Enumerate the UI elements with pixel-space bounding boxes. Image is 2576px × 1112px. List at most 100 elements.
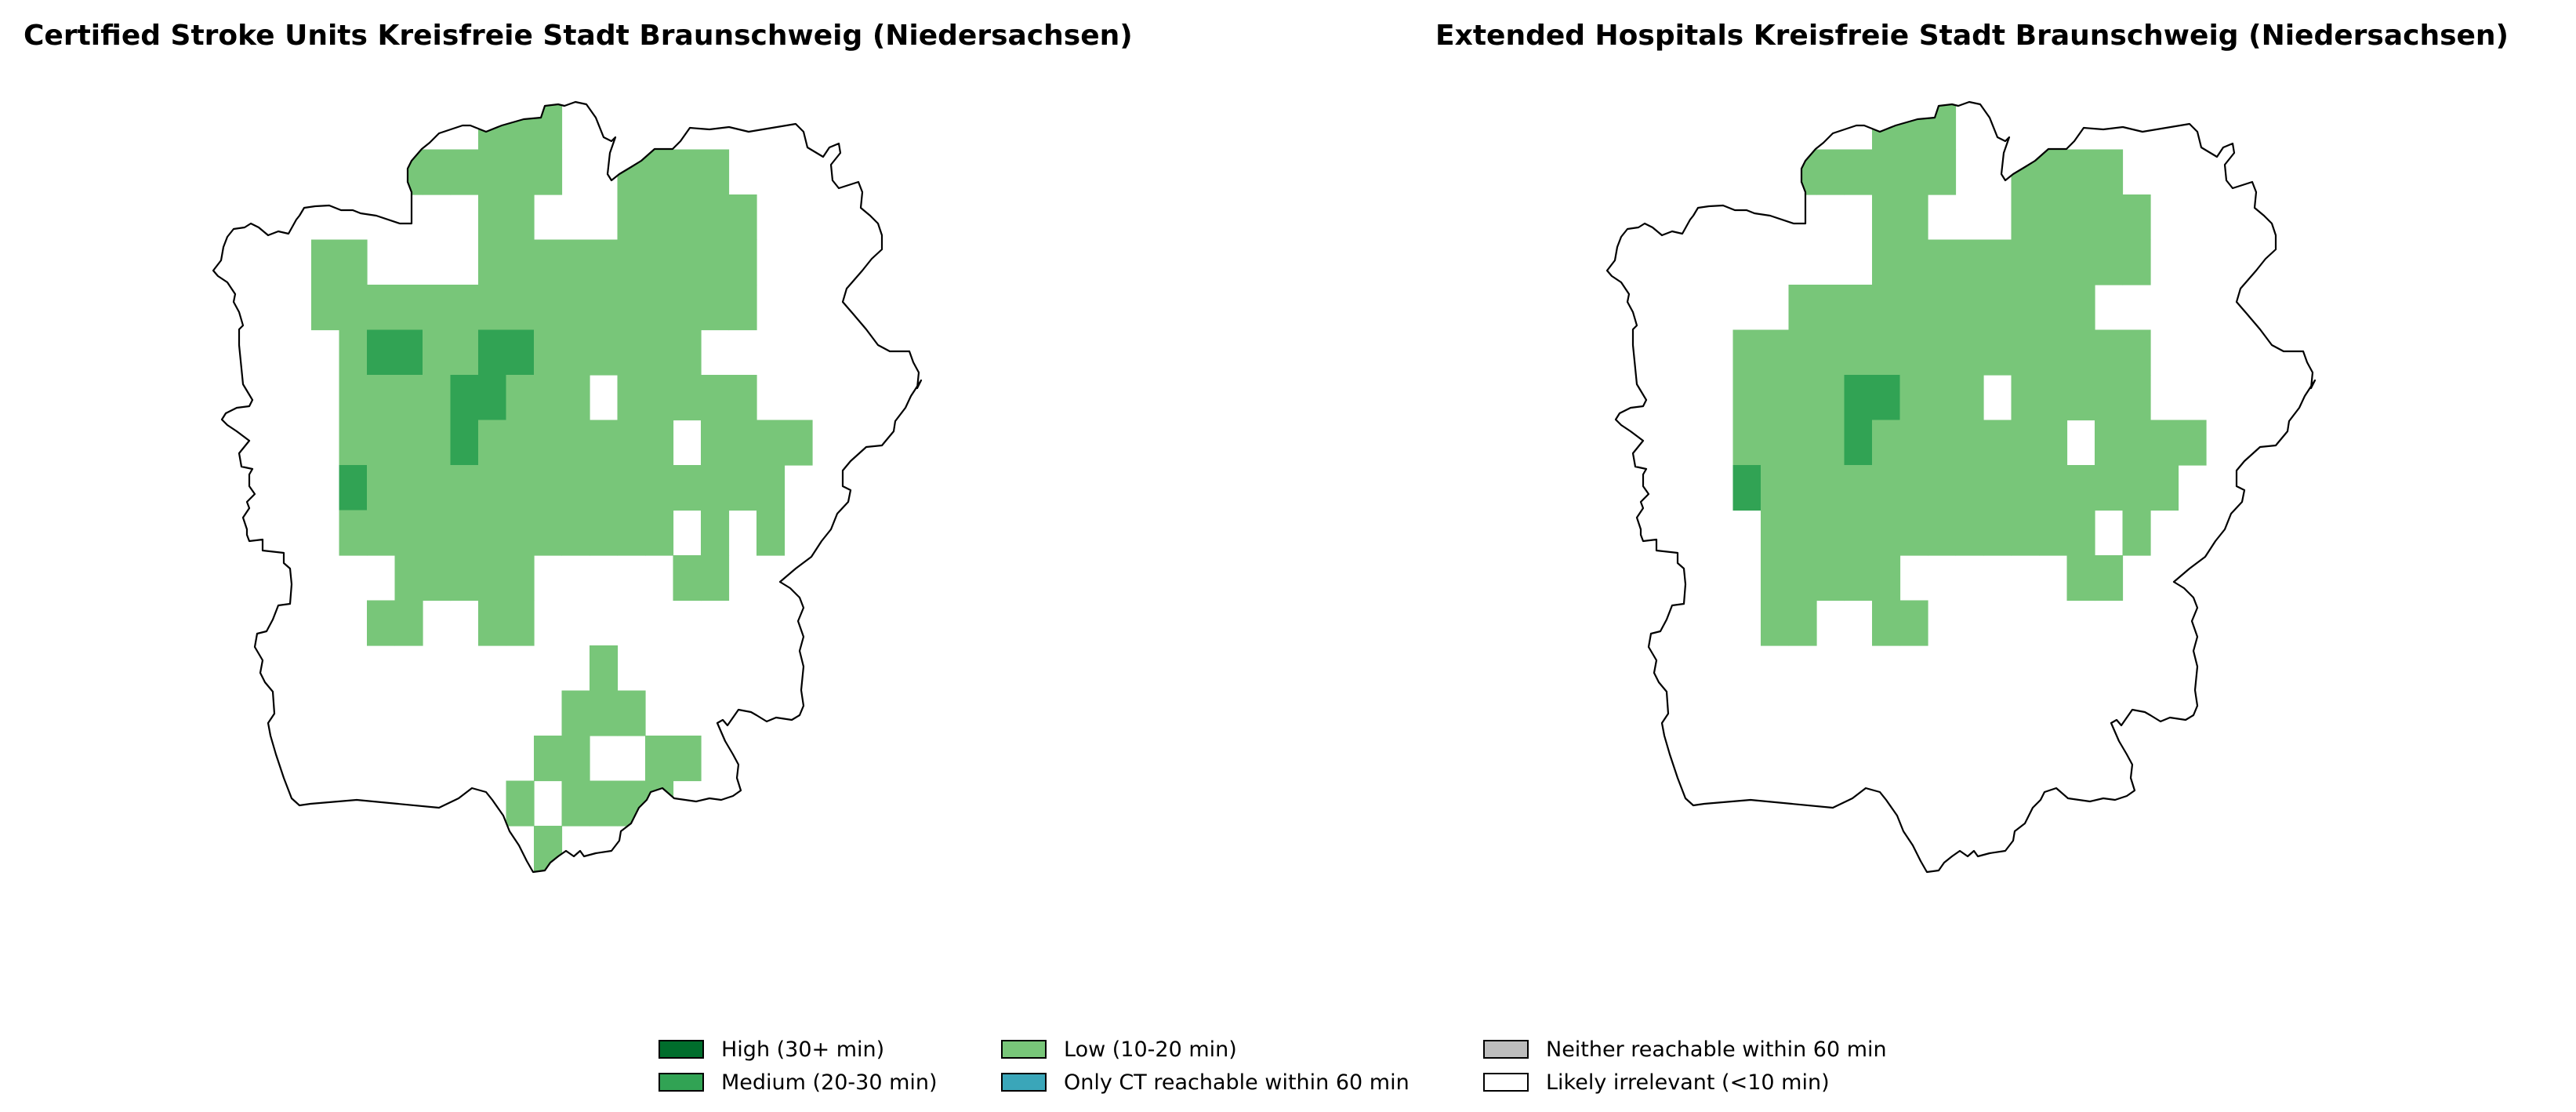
map-cell <box>590 465 619 511</box>
map-cell <box>617 194 646 241</box>
map-cell <box>1788 420 1817 466</box>
map-cell <box>673 194 702 241</box>
map-cell <box>1899 420 1928 466</box>
map-cell <box>2066 149 2095 195</box>
map-cell <box>534 510 563 556</box>
map-cell <box>701 149 730 195</box>
map-cell <box>1816 555 1845 601</box>
map-cell <box>728 375 757 421</box>
map-cell <box>645 510 674 556</box>
map-cell <box>534 104 563 151</box>
map-cell <box>394 420 423 466</box>
map-cell <box>1732 329 1761 376</box>
map-cell <box>701 375 730 421</box>
map-cell <box>673 375 702 421</box>
map-cell <box>2122 465 2151 511</box>
map-cell <box>506 329 535 376</box>
map-cell <box>2178 420 2207 466</box>
map-cell <box>1928 149 1957 195</box>
map-cell <box>561 510 590 556</box>
map-cell <box>1983 420 2012 466</box>
map-cell <box>2039 329 2068 376</box>
map-cell <box>673 465 702 511</box>
map-cell <box>394 465 423 511</box>
map-cell <box>701 510 730 556</box>
map-cell <box>478 104 507 151</box>
map-cell <box>1872 375 1901 421</box>
map-cell <box>423 149 452 195</box>
map-cell <box>1816 149 1845 195</box>
map-cell <box>2122 194 2151 241</box>
map-cell <box>1761 555 1790 601</box>
map-cell <box>1761 420 1790 466</box>
legend-item-medium: Medium (20-30 min) <box>659 1067 938 1098</box>
map-cell <box>367 149 396 195</box>
map-cell <box>617 285 646 331</box>
legend-item-only-ct: Only CT reachable within 60 min <box>1001 1067 1410 1098</box>
map-cell <box>701 285 730 331</box>
map-cell <box>2122 239 2151 285</box>
map-cell <box>1872 104 1901 151</box>
map-cell <box>561 329 590 376</box>
map-cell <box>645 736 674 782</box>
map-cell <box>2095 194 2124 241</box>
map-cell <box>1983 465 2012 511</box>
map-cell <box>1983 329 2012 376</box>
map-cell <box>450 329 479 376</box>
map-cell <box>561 239 590 285</box>
map-cell <box>645 780 674 827</box>
map-cell <box>1928 104 1957 151</box>
map-cell <box>728 239 757 285</box>
map-cell <box>1928 510 1957 556</box>
map-cells <box>1732 104 2207 646</box>
map-cell <box>645 194 674 241</box>
map-cell <box>1899 149 1928 195</box>
map-cell <box>423 555 452 601</box>
map-cell <box>423 420 452 466</box>
map-cell <box>561 690 590 736</box>
map-cell <box>394 510 423 556</box>
map-cell <box>1788 285 1817 331</box>
map-cell <box>534 465 563 511</box>
map-cell <box>1761 600 1790 646</box>
map-cell <box>645 285 674 331</box>
legend-item-neither: Neither reachable within 60 min <box>1483 1034 1887 1065</box>
map-cell <box>1872 465 1901 511</box>
map-cell <box>645 239 674 285</box>
map-cell <box>394 329 423 376</box>
map-cell <box>1816 375 1845 421</box>
map-cell <box>339 420 368 466</box>
map-cell <box>701 555 730 601</box>
map-cell <box>1983 239 2012 285</box>
map-cell <box>339 285 368 331</box>
map-cell <box>756 420 785 466</box>
map-cell <box>1872 600 1901 646</box>
map-cell <box>1872 329 1901 376</box>
legend: High (30+ min) Medium (20-30 min) Low (1… <box>659 1034 1944 1106</box>
map-cell <box>1844 285 1873 331</box>
map-cell <box>1955 329 1984 376</box>
map-cell <box>728 465 757 511</box>
map-cell <box>673 285 702 331</box>
map-cell <box>367 285 396 331</box>
map-cell <box>645 329 674 376</box>
map-cells <box>311 104 813 872</box>
map-cell <box>590 420 619 466</box>
legend-label-low: Low (10-20 min) <box>1064 1037 1237 1062</box>
map-cell <box>1872 420 1901 466</box>
map-cell <box>2095 465 2124 511</box>
map-cell <box>2066 555 2095 601</box>
map-cell <box>617 239 646 285</box>
map-cell <box>617 420 646 466</box>
map-cell <box>1732 420 1761 466</box>
map-cell <box>1872 285 1901 331</box>
map-cell <box>2066 285 2095 331</box>
map-cell <box>756 510 785 556</box>
map-cell <box>1844 510 1873 556</box>
legend-label-high: High (30+ min) <box>721 1037 885 1062</box>
map-cell <box>2011 375 2040 421</box>
map-cell <box>1816 420 1845 466</box>
map-cell <box>394 375 423 421</box>
map-cell <box>339 375 368 421</box>
map-cell <box>1788 149 1817 195</box>
